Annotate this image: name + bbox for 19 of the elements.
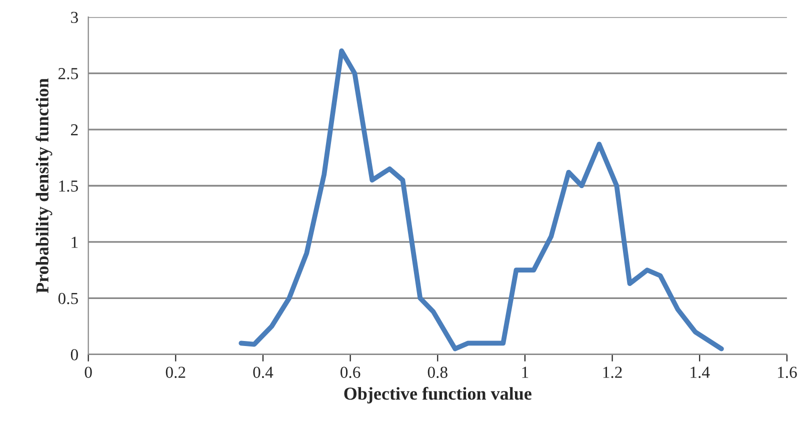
x-axis-title: Objective function value bbox=[344, 386, 532, 404]
x-tick-label: 1 bbox=[522, 366, 528, 378]
x-tick-label: 0 bbox=[84, 366, 92, 378]
x-tick-label: 1.6 bbox=[778, 366, 797, 378]
x-tick-label: 0.2 bbox=[166, 366, 186, 378]
y-axis-title: Probability density function bbox=[36, 78, 52, 294]
x-tick-label: 0.8 bbox=[428, 366, 448, 378]
x-tick-label: 0.6 bbox=[340, 366, 360, 378]
y-tick-label: 3 bbox=[71, 12, 78, 24]
y-tick-label: 0.5 bbox=[58, 292, 78, 304]
y-tick-label: 1 bbox=[72, 236, 78, 248]
x-tick-label: 1.2 bbox=[603, 366, 622, 378]
y-tick-label: 0 bbox=[70, 349, 78, 360]
line-series bbox=[238, 48, 724, 352]
y-tick-label: 2.5 bbox=[58, 68, 78, 80]
x-tick-label: 0.4 bbox=[253, 366, 274, 378]
y-tick-label: 2 bbox=[71, 124, 78, 136]
x-tick-label: 1.4 bbox=[690, 366, 710, 378]
y-tick-label: 1.5 bbox=[59, 180, 78, 192]
